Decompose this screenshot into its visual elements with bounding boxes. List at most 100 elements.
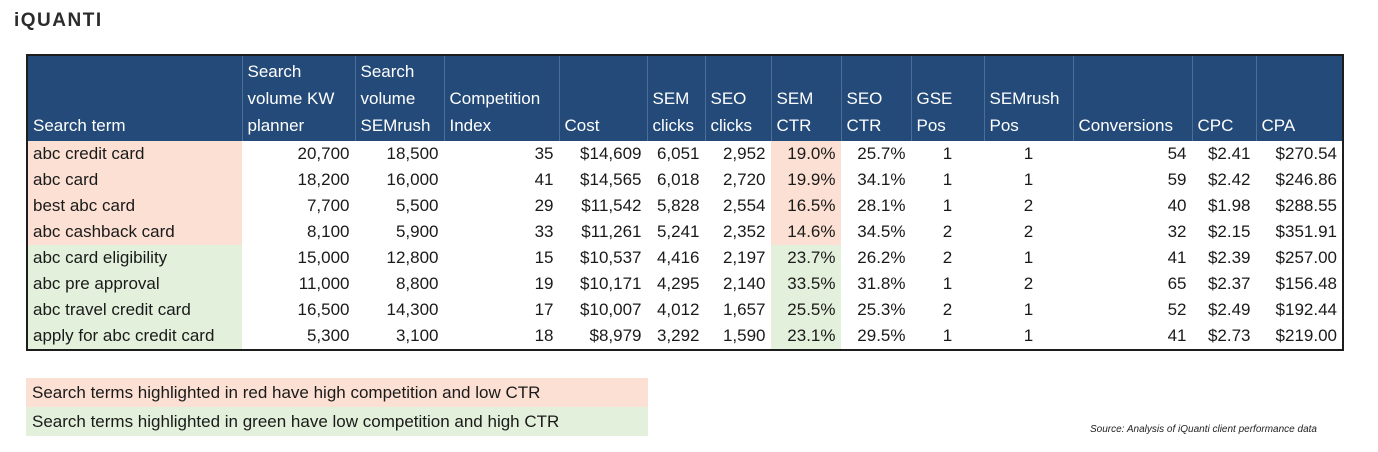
table-cell: 65 <box>1167 274 1187 293</box>
table-cell: 59 <box>1167 170 1187 189</box>
column-header: SEM CTR <box>771 55 842 141</box>
search-term-cell: abc credit card <box>27 141 242 167</box>
table-cell: $2.15 <box>1207 222 1251 241</box>
table-row: abc card eligibility 15,000 12,800 15 $10,53… <box>27 245 1343 271</box>
sem-ctr-cell: 16.5% <box>771 193 841 219</box>
table-cell: 2,352 <box>722 222 766 241</box>
table-cell: $8,979 <box>589 326 642 345</box>
table-cell: 3,292 <box>656 326 700 345</box>
column-header: SEO clicks <box>705 55 772 141</box>
table-cell: 1 <box>1023 144 1034 163</box>
sem-ctr-cell: 23.7% <box>771 245 841 271</box>
table-row: abc pre approval 11,000 8,800 19 $10,171 4,29… <box>27 271 1343 297</box>
table-cell: $2.73 <box>1207 326 1251 345</box>
column-header: Cost <box>559 55 648 141</box>
table-cell: 29.5% <box>857 326 906 345</box>
table-cell: 5,900 <box>395 222 439 241</box>
table-cell: $351.91 <box>1275 222 1337 241</box>
table-cell: 1 <box>1023 170 1034 189</box>
column-header: SEO CTR <box>841 55 912 141</box>
table-cell: 18,500 <box>386 144 439 163</box>
table-cell: 8,800 <box>395 274 439 293</box>
table-cell: 25.7% <box>857 144 906 163</box>
column-header-line: volume <box>360 89 416 108</box>
table-cell: $1.98 <box>1207 196 1251 215</box>
column-header-line: CPC <box>1197 116 1234 135</box>
search-term-performance-table: Search term Search volume KW planner Search v… <box>26 54 1344 351</box>
sem-ctr-cell: 23.1% <box>771 323 841 350</box>
column-header-line: Search <box>360 62 415 81</box>
legend-green: Search terms highlighted in green have l… <box>26 407 648 436</box>
table-cell: 17 <box>534 300 554 319</box>
table-cell: 25.3% <box>857 300 906 319</box>
column-header: GSE Pos <box>911 55 985 141</box>
source-note: Source: Analysis of iQuanti client perfo… <box>1090 424 1317 435</box>
table-cell: $288.55 <box>1275 196 1337 215</box>
iquanti-logo: iQUANTI <box>14 10 103 31</box>
table-cell: 34.5% <box>857 222 906 241</box>
table-cell: 2,952 <box>722 144 766 163</box>
legend-red: Search terms highlighted in red have hig… <box>26 378 648 407</box>
column-header-line: SEMrush <box>989 89 1060 108</box>
table-cell: 41 <box>1167 248 1187 267</box>
column-header-line: CPA <box>1261 116 1296 135</box>
table-cell: 29 <box>534 196 554 215</box>
table-cell: 8,100 <box>306 222 350 241</box>
table-cell: $257.00 <box>1275 248 1337 267</box>
column-header-line: clicks <box>710 116 753 135</box>
search-term-cell: apply for abc credit card <box>27 323 242 350</box>
column-header: Search volume KW planner <box>242 55 356 141</box>
table-cell: 41 <box>534 170 554 189</box>
column-header-line: Pos <box>989 116 1019 135</box>
table-header-row: Search term Search volume KW planner Search v… <box>27 55 1343 141</box>
table-cell: 5,241 <box>656 222 700 241</box>
table-cell: 6,018 <box>656 170 700 189</box>
table-cell: 1 <box>942 170 953 189</box>
column-header-line: SEM <box>776 89 814 108</box>
table-cell: 1,657 <box>722 300 766 319</box>
column-header-line: SEO <box>710 89 747 108</box>
table-cell: 2 <box>942 222 953 241</box>
column-header-line: SEM <box>652 89 690 108</box>
table-cell: 2 <box>1023 196 1034 215</box>
table-cell: $2.49 <box>1207 300 1251 319</box>
table-cell: 1,590 <box>722 326 766 345</box>
table-cell: 12,800 <box>386 248 439 267</box>
table-row: abc card 18,200 16,000 41 $14,565 6,018 2,720 1… <box>27 167 1343 193</box>
table-cell: 1 <box>1023 326 1034 345</box>
column-header-line: Search term <box>33 116 126 135</box>
sem-ctr-cell: 19.9% <box>771 167 841 193</box>
column-header: Search term <box>27 55 243 141</box>
table-cell: $2.41 <box>1207 144 1251 163</box>
table-cell: 15 <box>534 248 554 267</box>
sem-ctr-cell: 25.5% <box>771 297 841 323</box>
column-header: SEM clicks <box>647 55 706 141</box>
table-cell: $246.86 <box>1275 170 1337 189</box>
table-cell: 15,000 <box>297 248 350 267</box>
column-header-line: Competition <box>449 89 541 108</box>
column-header-line: CTR <box>846 116 882 135</box>
table-cell: 2 <box>942 248 953 267</box>
table-cell: $11,261 <box>581 222 642 241</box>
table-cell: $10,007 <box>580 300 642 319</box>
table-cell: 18 <box>534 326 554 345</box>
table-cell: 16,000 <box>386 170 439 189</box>
column-header: CPA <box>1256 55 1343 141</box>
column-header-line: Index <box>449 116 492 135</box>
table-cell: 1 <box>942 326 953 345</box>
column-header: Competition Index <box>444 55 560 141</box>
column-header: Search volume SEMrush <box>355 55 445 141</box>
table-cell: 40 <box>1167 196 1187 215</box>
search-term-cell: abc travel credit card <box>27 297 242 323</box>
table-cell: 1 <box>942 144 953 163</box>
search-term-cell: best abc card <box>27 193 242 219</box>
table-cell: $156.48 <box>1275 274 1337 293</box>
table-cell: $10,171 <box>580 274 642 293</box>
table-cell: 34.1% <box>857 170 906 189</box>
table-cell: $11,542 <box>581 196 642 215</box>
table-cell: $2.37 <box>1207 274 1251 293</box>
table-cell: 28.1% <box>857 196 906 215</box>
column-header-line: GSE Pos <box>916 89 953 135</box>
table-cell: 1 <box>1023 248 1034 267</box>
table-cell: 2,140 <box>722 274 766 293</box>
